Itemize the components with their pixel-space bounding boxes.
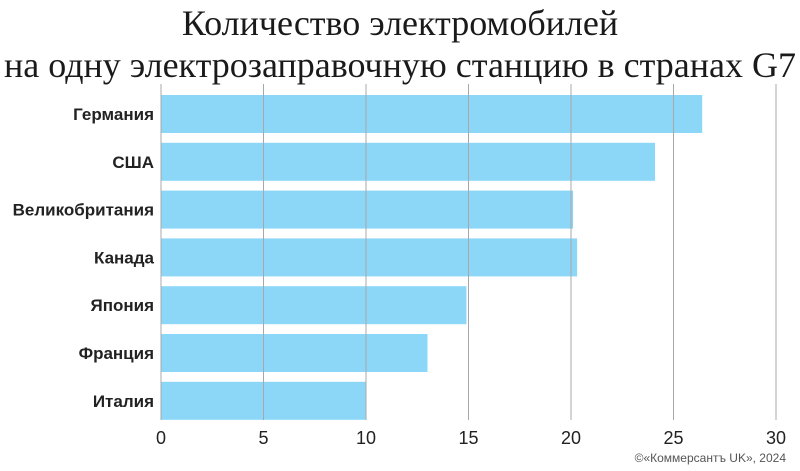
category-label: Германия	[73, 105, 154, 124]
x-tick-label: 10	[356, 428, 376, 448]
category-label: Великобритания	[13, 201, 154, 220]
category-label: Япония	[90, 296, 154, 315]
x-tick-label: 25	[663, 428, 683, 448]
category-label: Франция	[79, 344, 154, 363]
bar-2	[161, 142, 656, 181]
chart-title: Количество электромобилей на одну электр…	[0, 2, 800, 86]
chart-title-line-1: Количество электромобилей	[181, 3, 619, 43]
bar-3	[161, 190, 574, 229]
bar-4	[161, 238, 578, 277]
category-label: США	[112, 153, 154, 172]
chart-title-line-2: на одну электрозаправочную станцию в стр…	[4, 45, 796, 85]
category-label: Канада	[94, 248, 155, 267]
bar-5	[161, 286, 467, 325]
x-tick-label: 30	[766, 428, 786, 448]
category-label: Италия	[93, 392, 154, 411]
bar-1	[161, 95, 703, 133]
x-tick-label: 5	[258, 428, 268, 448]
copyright-credit: ©«Коммерсантъ UK», 2024	[634, 451, 786, 465]
bar-6	[161, 334, 428, 372]
x-tick-label: 15	[458, 428, 478, 448]
x-tick-label: 0	[156, 428, 166, 448]
x-tick-label: 20	[561, 428, 581, 448]
